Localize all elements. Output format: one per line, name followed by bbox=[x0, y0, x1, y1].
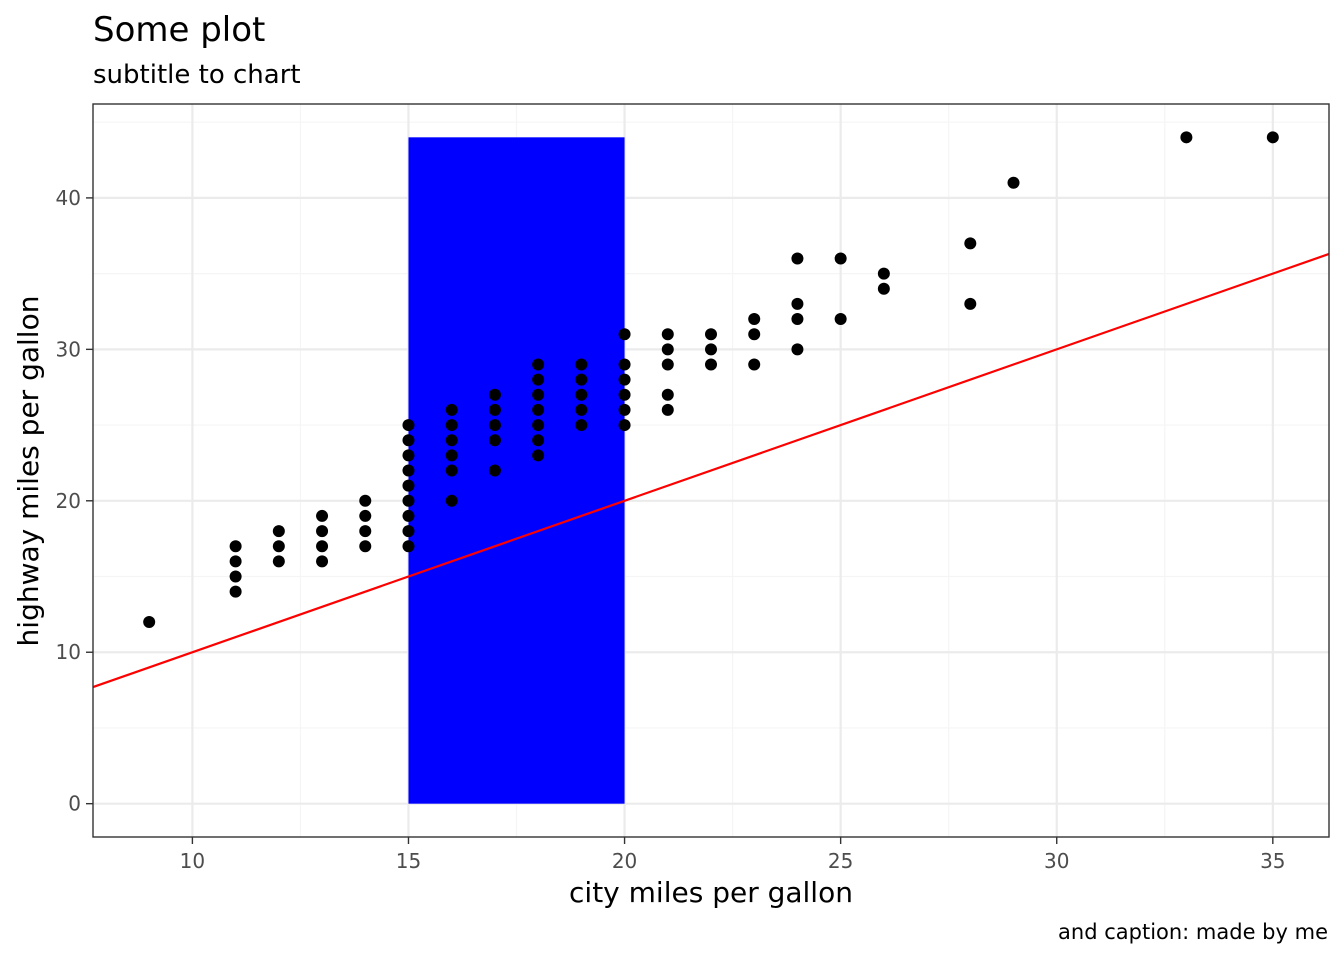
data-point bbox=[964, 237, 977, 250]
x-tick-label: 20 bbox=[612, 849, 637, 873]
data-point bbox=[532, 419, 545, 432]
panel-border bbox=[92, 103, 1330, 838]
data-point bbox=[402, 479, 415, 492]
data-point bbox=[1007, 176, 1020, 189]
data-point bbox=[229, 570, 242, 583]
data-point bbox=[488, 388, 501, 401]
data-point bbox=[575, 373, 588, 386]
data-point bbox=[488, 464, 501, 477]
y-tick-label: 10 bbox=[56, 640, 81, 664]
data-point bbox=[359, 509, 372, 522]
data-point bbox=[748, 358, 761, 371]
data-point bbox=[748, 313, 761, 326]
data-point bbox=[618, 388, 631, 401]
y-tick-label: 20 bbox=[56, 489, 81, 513]
data-point bbox=[748, 328, 761, 341]
data-point bbox=[402, 494, 415, 507]
data-point bbox=[1180, 131, 1193, 144]
y-tick-label: 40 bbox=[56, 186, 81, 210]
data-point bbox=[877, 267, 890, 280]
data-point bbox=[661, 358, 674, 371]
data-point bbox=[834, 252, 847, 265]
data-point bbox=[618, 373, 631, 386]
reference-line bbox=[92, 252, 1330, 689]
data-point bbox=[402, 525, 415, 538]
data-point bbox=[445, 434, 458, 447]
y-tick-label: 30 bbox=[56, 337, 81, 361]
data-point bbox=[661, 343, 674, 356]
y-tick-label: 0 bbox=[68, 792, 81, 816]
data-point bbox=[791, 252, 804, 265]
data-point bbox=[575, 358, 588, 371]
data-point bbox=[272, 555, 285, 568]
data-point bbox=[229, 585, 242, 598]
data-point bbox=[402, 509, 415, 522]
data-point bbox=[791, 297, 804, 310]
data-point bbox=[964, 297, 977, 310]
data-point bbox=[488, 403, 501, 416]
plot-panel: 10 15 20 25 30 35 0 10 20 30 40 bbox=[56, 103, 1330, 873]
data-point bbox=[402, 464, 415, 477]
data-point bbox=[532, 434, 545, 447]
data-point bbox=[791, 343, 804, 356]
data-point bbox=[705, 328, 717, 341]
data-point bbox=[877, 282, 890, 295]
x-tick-label: 15 bbox=[396, 849, 421, 873]
data-point bbox=[488, 419, 501, 432]
data-point bbox=[618, 358, 631, 371]
highlight-rect bbox=[408, 137, 625, 804]
data-point bbox=[229, 540, 242, 553]
data-point bbox=[532, 388, 545, 401]
data-point bbox=[359, 525, 372, 538]
x-tick-label: 25 bbox=[828, 849, 853, 873]
x-tick-label: 10 bbox=[180, 849, 205, 873]
data-point bbox=[316, 525, 329, 538]
data-point bbox=[661, 328, 674, 341]
data-point bbox=[532, 449, 545, 462]
data-point bbox=[618, 328, 631, 341]
data-point bbox=[1266, 131, 1279, 144]
data-point bbox=[575, 388, 588, 401]
data-point bbox=[445, 464, 458, 477]
data-point bbox=[359, 494, 372, 507]
data-point bbox=[402, 434, 415, 447]
y-axis-label: highway miles per gallon bbox=[12, 296, 45, 647]
data-point bbox=[229, 555, 242, 568]
data-point bbox=[359, 540, 372, 553]
data-point bbox=[402, 419, 415, 432]
data-point bbox=[532, 403, 545, 416]
data-point bbox=[661, 388, 674, 401]
data-point bbox=[834, 313, 847, 326]
data-point bbox=[445, 419, 458, 432]
data-point bbox=[791, 313, 804, 326]
data-point bbox=[143, 615, 156, 628]
x-tick-label: 30 bbox=[1044, 849, 1069, 873]
data-point bbox=[272, 540, 285, 553]
data-point bbox=[705, 358, 717, 371]
x-axis-label: city miles per gallon bbox=[569, 876, 853, 909]
data-point bbox=[575, 419, 588, 432]
data-point bbox=[532, 358, 545, 371]
data-point bbox=[445, 403, 458, 416]
data-point bbox=[661, 403, 674, 416]
data-point bbox=[316, 509, 329, 522]
data-point bbox=[618, 403, 631, 416]
x-tick-label: 35 bbox=[1260, 849, 1285, 873]
data-point bbox=[402, 540, 415, 553]
chart-subtitle: subtitle to chart bbox=[93, 60, 301, 90]
data-point bbox=[705, 343, 717, 356]
chart-title: Some plot bbox=[93, 10, 265, 50]
data-point bbox=[316, 555, 329, 568]
data-point bbox=[618, 419, 631, 432]
data-point bbox=[445, 494, 458, 507]
data-point bbox=[488, 434, 501, 447]
data-point bbox=[575, 403, 588, 416]
chart-caption: and caption: made by me bbox=[1058, 920, 1328, 944]
data-point bbox=[272, 525, 285, 538]
data-point bbox=[316, 540, 329, 553]
data-point bbox=[402, 449, 415, 462]
data-point bbox=[445, 449, 458, 462]
data-point bbox=[532, 373, 545, 386]
